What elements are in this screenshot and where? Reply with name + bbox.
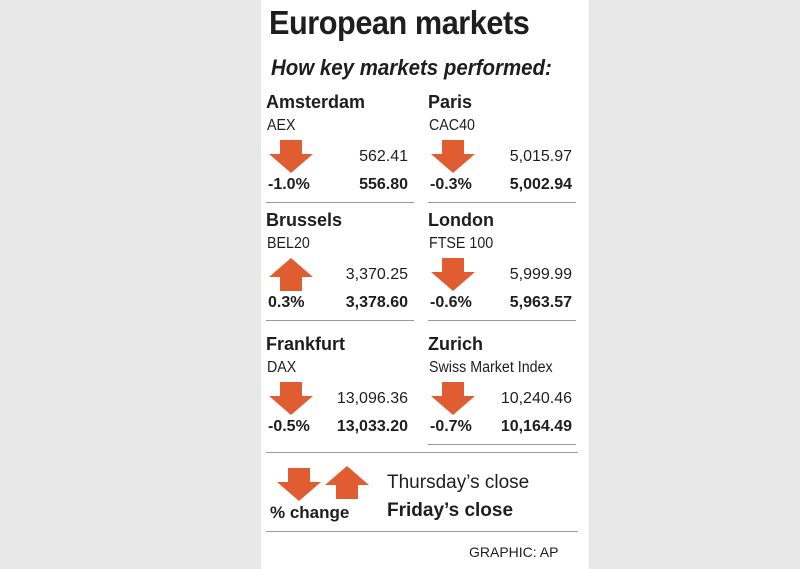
market-index-name: DAX [267, 359, 297, 376]
market-previous-close: 3,370.25 [345, 266, 408, 283]
market-city: Brussels [266, 210, 343, 230]
chart-title: European markets [269, 4, 530, 41]
market-divider [428, 444, 576, 445]
market-current-close: 13,033.20 [336, 418, 408, 435]
market-percent-change: -0.3% [430, 176, 472, 193]
market-current-close: 10,164.49 [500, 418, 572, 435]
market-block: London FTSE 100 5,999.99 -0.6% 5,963.57 [428, 210, 580, 321]
market-current-close: 556.80 [359, 176, 408, 193]
up-arrow-icon [269, 258, 313, 291]
market-percent-change: -0.7% [430, 418, 472, 435]
market-divider [266, 320, 414, 321]
market-city: Zurich [428, 334, 484, 354]
down-arrow-icon [431, 382, 475, 415]
market-previous-close: 10,240.46 [500, 390, 572, 407]
market-current-close: 5,002.94 [509, 176, 572, 193]
legend-current-close-label: Friday’s close [387, 500, 514, 521]
legend-divider-bottom [266, 531, 578, 532]
market-percent-change: -0.5% [268, 418, 310, 435]
market-divider [266, 202, 414, 203]
market-index-name: FTSE 100 [429, 235, 494, 252]
graphic-credit: GRAPHIC: AP [469, 544, 559, 560]
market-percent-change: -0.6% [430, 294, 472, 311]
market-current-close: 3,378.60 [345, 294, 408, 311]
market-index-name: AEX [267, 117, 296, 134]
legend-divider-top [266, 452, 578, 453]
market-city: Amsterdam [266, 92, 366, 112]
market-index-name: CAC40 [429, 117, 475, 134]
market-divider [428, 202, 576, 203]
graphic-card: European markets How key markets perform… [261, 0, 589, 569]
market-percent-change: 0.3% [268, 294, 305, 311]
legend-change-label: % change [270, 503, 350, 522]
market-city: Frankfurt [266, 334, 346, 354]
market-percent-change: -1.0% [268, 176, 310, 193]
market-previous-close: 562.41 [359, 148, 408, 165]
market-previous-close: 5,015.97 [509, 148, 572, 165]
down-arrow-icon [431, 258, 475, 291]
down-arrow-icon [269, 382, 313, 415]
market-city: London [428, 210, 494, 230]
market-block: Frankfurt DAX 13,096.36 -0.5% 13,033.20 [266, 334, 416, 444]
market-index-name: Swiss Market Index [429, 359, 553, 376]
market-block: Brussels BEL20 3,370.25 0.3% 3,378.60 [266, 210, 416, 321]
down-arrow-icon [269, 140, 313, 173]
chart-subtitle: How key markets performed: [271, 55, 552, 80]
legend-down-arrow-icon [277, 468, 321, 501]
down-arrow-icon [431, 140, 475, 173]
market-divider [428, 320, 576, 321]
legend-up-arrow-icon [325, 466, 369, 499]
market-previous-close: 13,096.36 [336, 390, 408, 407]
market-index-name: BEL20 [267, 235, 310, 252]
legend-previous-close-label: Thursday’s close [387, 472, 530, 493]
market-city: Paris [428, 92, 473, 112]
market-block: Amsterdam AEX 562.41 -1.0% 556.80 [266, 92, 416, 203]
market-block: Paris CAC40 5,015.97 -0.3% 5,002.94 [428, 92, 580, 203]
market-block: Zurich Swiss Market Index 10,240.46 -0.7% 10… [428, 334, 580, 445]
market-current-close: 5,963.57 [509, 294, 572, 311]
market-previous-close: 5,999.99 [509, 266, 572, 283]
